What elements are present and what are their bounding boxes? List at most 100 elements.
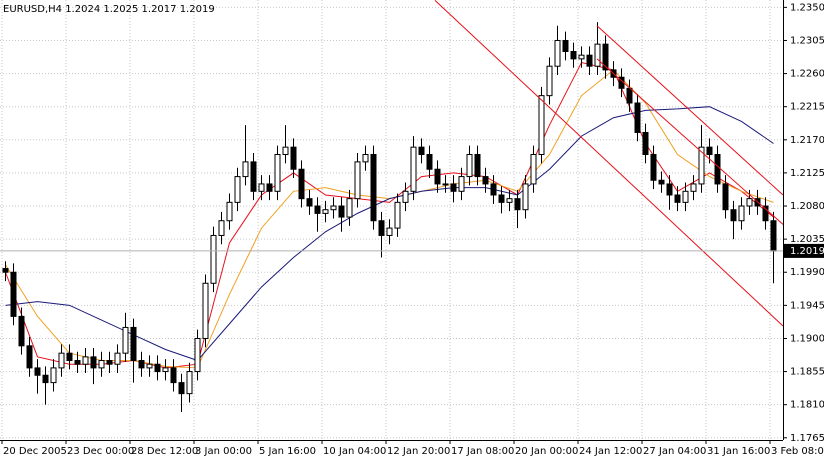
grid (0, 0, 783, 440)
candle-body (186, 371, 193, 395)
candle-body (370, 154, 377, 222)
candle-body (666, 183, 673, 196)
candle-body (538, 95, 545, 156)
candle-body (730, 209, 737, 222)
trendline (596, 25, 784, 196)
candle-body (562, 39, 569, 53)
candle-body (2, 268, 9, 273)
candle-body (210, 234, 217, 284)
candle-body (98, 360, 105, 369)
candle-body (362, 154, 369, 163)
candle-body (690, 183, 697, 192)
candle-body (466, 154, 473, 178)
candle-body (474, 154, 481, 178)
candle-body (386, 227, 393, 236)
x-tick-label: 3 Feb 08:00 (771, 446, 824, 457)
candle-body (490, 183, 497, 196)
candle-body (74, 360, 81, 365)
y-tick-label: 1.1945 (790, 300, 824, 311)
candle-body (282, 146, 289, 156)
trendline (596, 58, 784, 225)
candle-body (634, 102, 641, 133)
candle-body (770, 220, 777, 252)
candle-body (138, 360, 145, 369)
candle-body (746, 198, 753, 207)
candle-body (482, 176, 489, 185)
candle-body (738, 205, 745, 222)
candle-body (218, 220, 225, 236)
x-tick-label: 3 Jan 00:00 (195, 446, 252, 457)
candle-body (114, 352, 121, 365)
candle-body (546, 65, 553, 97)
candle-body (154, 363, 161, 373)
bid-label: 1.2019 (790, 246, 824, 257)
x-tick-label: 5 Jan 16:00 (259, 446, 316, 457)
plot (0, 0, 784, 413)
candle-body (202, 282, 209, 339)
candle-body (306, 198, 313, 207)
x-tick-label: 31 Jan 16:00 (707, 446, 770, 457)
candle-body (650, 154, 657, 181)
candle-body (658, 179, 665, 185)
candle-body (194, 337, 201, 373)
candle-body (762, 205, 769, 222)
candle-body (514, 198, 521, 211)
candle-body (586, 54, 593, 67)
candle-body (90, 356, 97, 369)
candle-body (314, 205, 321, 214)
x-tick-label: 10 Jan 04:00 (323, 446, 386, 457)
candle-body (554, 39, 561, 67)
candle-body (530, 154, 537, 185)
candle-body (506, 198, 513, 203)
candle-body (234, 176, 241, 203)
candle-body (178, 382, 185, 395)
candle-body (58, 352, 65, 369)
x-tick-label: 20 Dec 2005 (3, 446, 67, 457)
y-tick-label: 1.1855 (790, 367, 824, 378)
candle-body (442, 183, 449, 186)
x-tick-label: 27 Jan 04:00 (643, 446, 706, 457)
x-tick-label: 17 Jan 08:00 (451, 446, 514, 457)
chart-title: EURUSD,H4 1.2024 1.2025 1.2017 1.2019 (3, 4, 215, 15)
candle-body (498, 194, 505, 203)
candle-body (338, 205, 345, 218)
candle-body (354, 161, 361, 200)
candle-body (242, 161, 249, 178)
trendline (434, 0, 784, 327)
candle-body (682, 190, 689, 203)
candle-body (266, 183, 273, 192)
candle-body (626, 87, 633, 104)
candle-body (130, 326, 137, 362)
y-tick-label: 1.2170 (790, 135, 824, 146)
candle-body (674, 194, 681, 203)
y-tick-label: 1.2080 (790, 201, 824, 212)
candle-body (722, 183, 729, 211)
y-tick-label: 1.2215 (790, 102, 824, 113)
candle-body (26, 345, 33, 369)
candle-body (450, 183, 457, 192)
candle-body (434, 168, 441, 185)
candle-body (66, 352, 73, 362)
candle-body (10, 271, 17, 317)
x-tick-label: 12 Jan 20:00 (387, 446, 450, 457)
y-tick-label: 1.1900 (790, 333, 824, 344)
candle-body (570, 51, 577, 60)
candle-body (426, 154, 433, 170)
candle-body (162, 367, 169, 373)
candle-body (34, 367, 41, 376)
candle-body (250, 161, 257, 192)
candle-body (706, 146, 713, 156)
candle-body (714, 154, 721, 185)
candle-body (122, 326, 129, 354)
candle-body (602, 43, 609, 71)
x-tick-label: 28 Dec 12:00 (131, 446, 198, 457)
y-tick-label: 1.1990 (790, 267, 824, 278)
y-tick-label: 1.2125 (790, 168, 824, 179)
candle-body (346, 198, 353, 218)
candle-body (522, 183, 529, 211)
y-tick-label: 1.2035 (790, 234, 824, 245)
candle-body (146, 363, 153, 369)
candle-body (378, 220, 385, 236)
candle-body (298, 168, 305, 200)
